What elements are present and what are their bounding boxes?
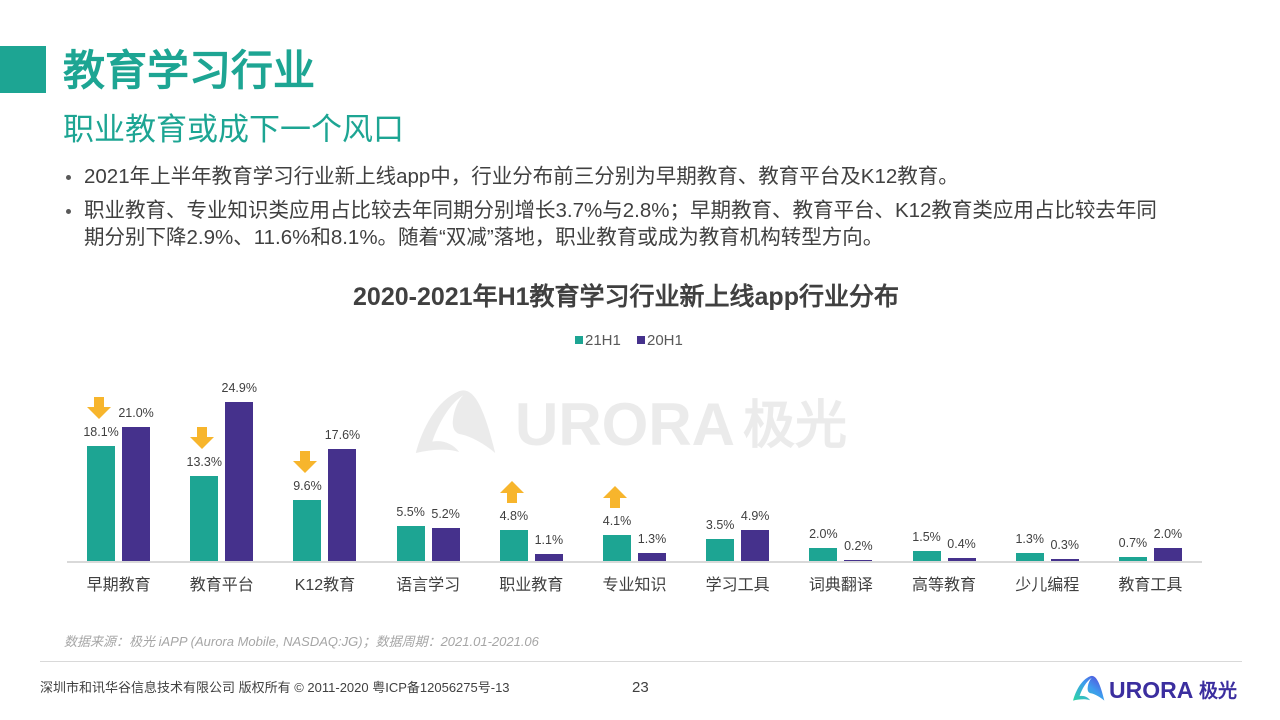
bar-20h1 (225, 402, 254, 561)
data-label-21h1: 0.7% (1118, 535, 1148, 550)
bar-20h1 (741, 529, 770, 561)
data-label-21h1: 13.3% (186, 455, 222, 470)
bullet-text: 2021年上半年教育学习行业新上线app中，行业分布前三分别为早期教育、教育平台… (84, 165, 959, 188)
data-label-21h1: 1.5% (912, 530, 941, 545)
data-label-21h1: 4.8% (499, 509, 529, 524)
data-label-21h1: 2.0% (809, 527, 838, 542)
data-label-20h1: 21.0% (118, 406, 154, 421)
arrow-up-icon (499, 481, 524, 504)
bar-21h1 (396, 525, 425, 561)
x-tick-label: 早期教育 (86, 577, 151, 594)
x-tick-label: 教育平台 (189, 577, 254, 594)
bar-21h1 (603, 534, 631, 561)
x-tick-label: 学习工具 (705, 577, 770, 594)
legend-swatch-20h1 (637, 336, 645, 344)
bar-21h1 (499, 530, 528, 561)
bar-chart: 18.1% 21.0% 早期教育 13.3% 24.9% 教育平台 9.6% 17.6% K12… (67, 360, 1202, 610)
page-number: 23 (632, 679, 649, 696)
bar-20h1 (638, 552, 666, 561)
x-tick-label: 语言学习 (396, 577, 461, 594)
footer-divider (40, 661, 1242, 662)
bar-21h1 (706, 538, 735, 561)
watermark: URORA 极光 (413, 386, 853, 458)
data-label-20h1: 0.4% (947, 537, 976, 552)
data-label-20h1: 2.0% (1153, 527, 1183, 542)
data-label-20h1: 1.1% (534, 532, 564, 547)
bullet-text: 期分别下降2.9%、11.6%和8.1%。随着“双减”落地，职业教育或成为教育机… (84, 226, 884, 249)
bar-21h1 (293, 499, 322, 561)
aurora-logo-icon (1073, 675, 1105, 701)
data-source-note: 数据来源：极光 iAPP (Aurora Mobile, NASDAQ:JG)；… (64, 634, 539, 649)
bar-21h1 (912, 551, 941, 561)
data-label-20h1: 1.3% (637, 531, 667, 546)
bar-20h1 (328, 448, 357, 561)
bar-21h1 (1118, 556, 1147, 561)
watermark-brand-text: URORA (515, 391, 735, 458)
x-tick-label: 词典翻译 (808, 577, 873, 594)
legend-swatch-21h1 (575, 336, 583, 344)
bar-20h1 (844, 559, 873, 561)
arrow-down-icon (293, 450, 318, 473)
x-tick-label: 少儿编程 (1015, 577, 1080, 594)
bullet-dot (66, 209, 71, 214)
footer-logo-text: URORA (1109, 677, 1194, 703)
data-label-20h1: 0.2% (844, 538, 873, 553)
data-label-21h1: 4.1% (602, 513, 632, 528)
data-label-20h1: 0.3% (1050, 538, 1079, 553)
data-label-20h1: 5.2% (431, 506, 460, 521)
x-axis-line (67, 561, 1202, 563)
watermark-brand-cn: 极光 (743, 397, 848, 455)
legend-label-20h1: 20H1 (647, 332, 683, 349)
data-label-21h1: 1.3% (1015, 531, 1044, 546)
arrow-up-icon (603, 485, 627, 508)
data-label-21h1: 5.5% (396, 504, 425, 519)
bar-21h1 (1015, 552, 1044, 561)
x-tick-label: 高等教育 (912, 577, 977, 594)
data-label-20h1: 4.9% (740, 508, 770, 523)
x-tick-label: 教育工具 (1118, 577, 1183, 594)
x-tick-label: 专业知识 (602, 577, 667, 594)
bar-20h1 (534, 553, 563, 561)
data-label-20h1: 17.6% (324, 427, 361, 442)
aurora-logo-icon (415, 390, 496, 453)
bar-20h1 (1153, 548, 1182, 561)
footer-logo: URORA 极光 (1070, 674, 1245, 702)
bullet-text: 职业教育、专业知识类应用占比较去年同期分别增长3.7%与2.8%；早期教育、教育… (84, 199, 1157, 222)
footer-copyright: 深圳市和讯华谷信息技术有限公司 版权所有 © 2011-2020 粤ICP备12… (40, 680, 510, 695)
bar-20h1 (947, 558, 976, 561)
bar-21h1 (190, 476, 219, 561)
bar-20h1 (431, 527, 460, 561)
bar-20h1 (1050, 559, 1079, 561)
data-label-21h1: 3.5% (705, 517, 735, 532)
x-tick-label: K12教育 (294, 577, 356, 594)
footer-logo-cn: 极光 (1199, 681, 1238, 702)
legend-label-21h1: 21H1 (585, 332, 621, 349)
chart-title: 2020-2021年H1教育学习行业新上线app行业分布 (353, 283, 899, 311)
bar-21h1 (87, 445, 116, 561)
page-subtitle: 职业教育或成下一个风口 (63, 112, 404, 147)
bullet-dot (66, 175, 71, 180)
title-accent-square (0, 46, 46, 93)
bar-21h1 (809, 548, 838, 561)
data-label-21h1: 18.1% (83, 424, 119, 439)
data-label-21h1: 9.6% (293, 478, 322, 493)
data-label-20h1: 24.9% (221, 381, 257, 396)
bar-20h1 (122, 427, 151, 561)
page-title: 教育学习行业 (63, 47, 316, 94)
x-tick-label: 职业教育 (499, 577, 564, 594)
arrow-down-icon (87, 396, 112, 419)
arrow-down-icon (190, 427, 215, 450)
